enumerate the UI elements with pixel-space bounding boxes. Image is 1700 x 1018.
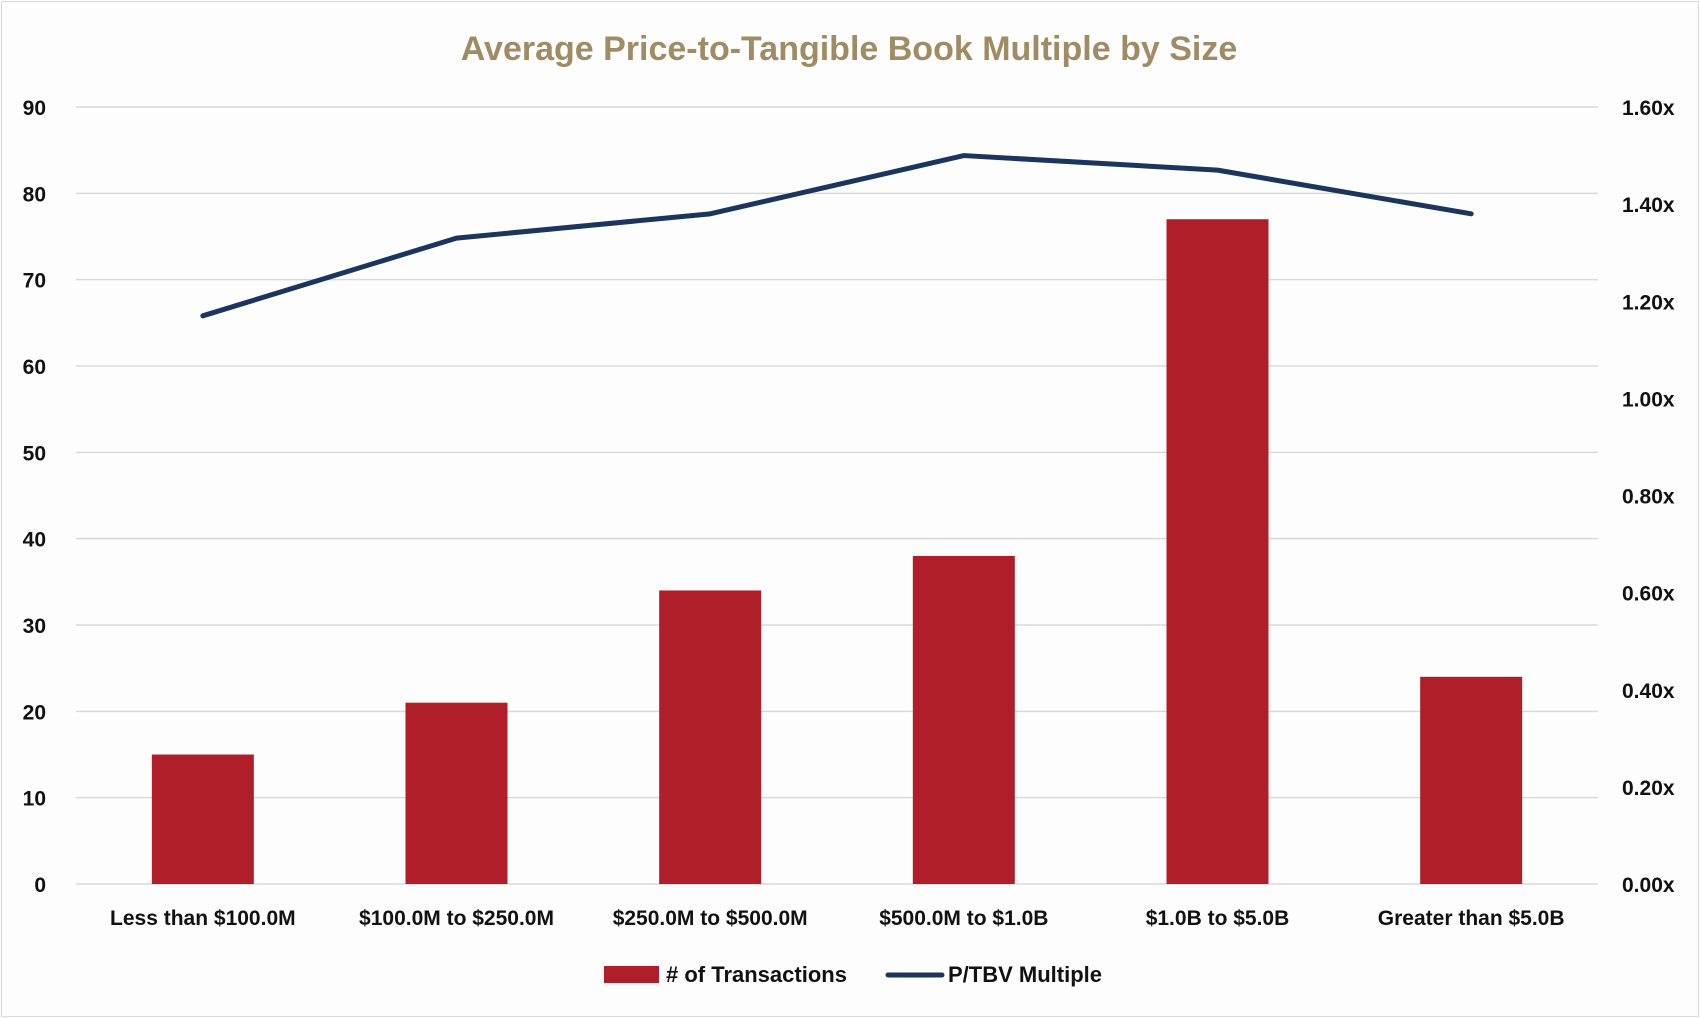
chart-title: Average Price-to-Tangible Book Multiple … — [461, 30, 1237, 68]
category-label: $250.0M to $500.0M — [613, 907, 808, 930]
left-tick-label: 30 — [23, 615, 46, 638]
left-tick-label: 90 — [23, 97, 46, 120]
left-tick-label: 80 — [23, 183, 46, 206]
legend-label-ptbv: P/TBV Multiple — [948, 962, 1102, 987]
right-tick-label: 0.20x — [1622, 777, 1675, 800]
line-ptbv-multiple — [200, 153, 1474, 319]
left-tick-label: 40 — [23, 529, 46, 552]
bar-transactions — [405, 702, 508, 884]
category-label: $1.0B to $5.0B — [1146, 907, 1290, 930]
right-tick-label: 0.80x — [1622, 486, 1675, 509]
left-tick-label: 60 — [23, 356, 46, 379]
right-tick-label: 0.00x — [1622, 874, 1675, 897]
category-label: $100.0M to $250.0M — [359, 907, 554, 930]
category-label: Less than $100.0M — [110, 907, 296, 930]
right-tick-label: 1.20x — [1622, 291, 1675, 314]
bar-transactions — [151, 754, 254, 884]
right-tick-label: 0.40x — [1622, 680, 1675, 703]
legend-label-transactions: # of Transactions — [666, 962, 847, 987]
right-tick-label: 1.40x — [1622, 194, 1675, 217]
left-tick-label: 0 — [34, 874, 46, 897]
bar-transactions — [1420, 676, 1523, 884]
left-tick-label: 20 — [23, 701, 46, 724]
legend-swatch-transactions — [604, 966, 659, 983]
legend: # of Transactions P/TBV Multiple — [604, 962, 1102, 987]
right-tick-label: 0.60x — [1622, 583, 1675, 606]
bar-transactions — [912, 555, 1015, 884]
left-tick-label: 50 — [23, 442, 46, 465]
bar-transactions — [1166, 219, 1269, 884]
left-tick-label: 70 — [23, 270, 46, 293]
left-tick-label: 10 — [23, 788, 46, 811]
bar-transactions — [659, 590, 762, 884]
category-label: Greater than $5.0B — [1378, 907, 1565, 930]
right-tick-label: 1.00x — [1622, 388, 1675, 411]
category-label: $500.0M to $1.0B — [879, 907, 1048, 930]
right-tick-label: 1.60x — [1622, 97, 1675, 120]
